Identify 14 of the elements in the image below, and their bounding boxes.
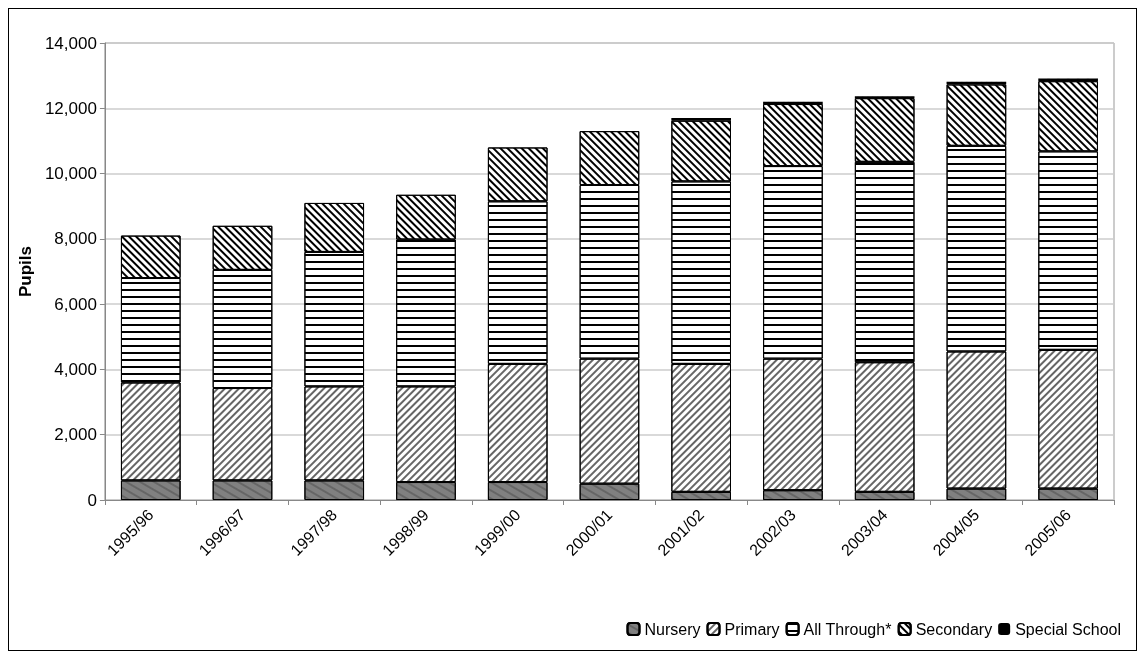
y-tick-label: 0: [87, 490, 97, 510]
legend-label: Primary: [724, 620, 780, 638]
y-tick-label: 14,000: [44, 33, 97, 53]
legend-label: Secondary: [915, 620, 993, 638]
y-tick-label: 4,000: [54, 359, 97, 379]
y-tick-label: 6,000: [54, 294, 97, 314]
y-tick-label: 10,000: [44, 164, 97, 184]
y-axis-title: Pupils: [16, 245, 35, 298]
legend-label: Special School: [1015, 620, 1121, 638]
legend-label: All Through*: [803, 620, 892, 638]
y-tick-label: 8,000: [54, 229, 97, 249]
y-tick-label: 2,000: [54, 425, 97, 445]
y-tick-label: 12,000: [44, 98, 97, 118]
legend-label: Nursery: [644, 620, 701, 638]
